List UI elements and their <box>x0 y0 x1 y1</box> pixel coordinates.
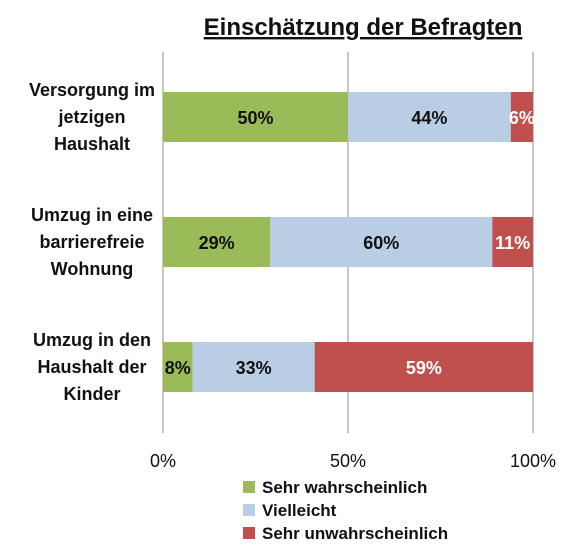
x-axis-ticks: 0% 50% 100% <box>150 451 556 471</box>
data-label: 33% <box>236 358 272 378</box>
category-label: Versorgung im <box>29 80 155 100</box>
bar-segment <box>270 217 493 267</box>
category-label: Haushalt der <box>37 357 146 377</box>
category-label: Umzug in den <box>33 330 151 350</box>
x-tick-label: 0% <box>150 451 176 471</box>
category-label: Wohnung <box>51 259 134 279</box>
data-label: 50% <box>237 108 273 128</box>
bar-segment <box>510 92 533 142</box>
legend-swatch <box>243 527 255 539</box>
data-label: 60% <box>363 233 399 253</box>
category-label: Kinder <box>63 384 120 404</box>
bar-segment <box>163 92 348 142</box>
category-label: jetzigen <box>57 107 125 127</box>
category-label: Umzug in eine <box>31 205 153 225</box>
chart-title: Einschätzung der Befragten <box>204 14 523 41</box>
legend: Sehr wahrscheinlich Vielleicht Sehr unwahr… <box>243 478 448 543</box>
bar-segment <box>492 217 533 267</box>
legend-label: Vielleicht <box>262 501 337 520</box>
legend-label: Sehr unwahrscheinlich <box>262 524 448 543</box>
bar-segment <box>192 342 315 392</box>
x-tick-label: 100% <box>510 451 556 471</box>
category-label: Haushalt <box>54 134 130 154</box>
legend-label: Sehr wahrscheinlich <box>262 478 427 497</box>
x-tick-label: 50% <box>330 451 366 471</box>
data-label: 29% <box>199 233 235 253</box>
category-label: barrierefreie <box>39 232 144 252</box>
bar-segment <box>348 92 511 142</box>
data-label: 44% <box>411 108 447 128</box>
category-labels: Versorgung im jetzigen Haushalt Umzug in ei… <box>29 80 155 404</box>
data-label: 59% <box>406 358 442 378</box>
legend-swatch <box>243 504 255 516</box>
data-label: 6% <box>509 108 535 128</box>
legend-swatch <box>243 481 255 493</box>
data-label: 11% <box>495 233 530 253</box>
bar-segment <box>314 342 533 392</box>
data-label: 8% <box>165 358 191 378</box>
bar-segment <box>163 217 271 267</box>
bars: 50% 44% 6% 29% 60% 11% 8% 33% 59% <box>163 92 535 392</box>
bar-segment <box>163 342 193 392</box>
